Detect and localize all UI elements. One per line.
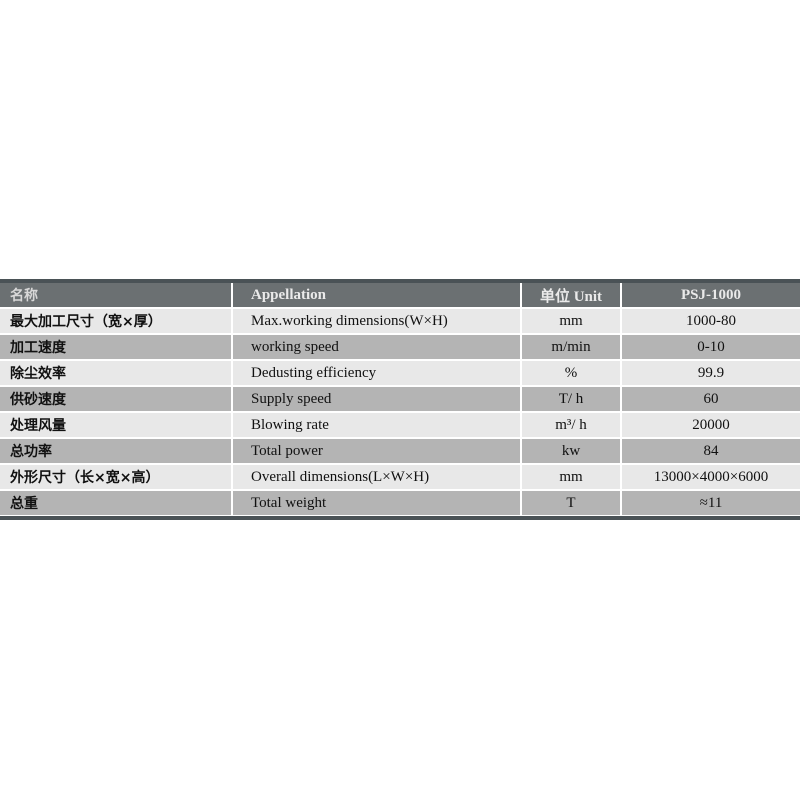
cell-appellation: Supply speed bbox=[233, 387, 520, 411]
cell-unit: kw bbox=[522, 439, 620, 463]
header-model: PSJ-1000 bbox=[622, 283, 800, 307]
cell-appellation: Overall dimensions(L×W×H) bbox=[233, 465, 520, 489]
cell-value: 0-10 bbox=[622, 335, 800, 359]
table-row: 供砂速度 Supply speed T/ h 60 bbox=[0, 387, 800, 411]
header-unit: 单位 Unit bbox=[522, 283, 620, 307]
cell-name-cn: 总功率 bbox=[0, 439, 231, 463]
table-row: 外形尺寸（长×宽×高） Overall dimensions(L×W×H) mm 13… bbox=[0, 465, 800, 489]
cell-unit: % bbox=[522, 361, 620, 385]
cell-appellation: Dedusting efficiency bbox=[233, 361, 520, 385]
cell-name-cn: 最大加工尺寸（宽×厚） bbox=[0, 309, 231, 333]
cell-name-cn: 除尘效率 bbox=[0, 361, 231, 385]
table-row: 加工速度 working speed m/min 0-10 bbox=[0, 335, 800, 359]
cell-value: 13000×4000×6000 bbox=[622, 465, 800, 489]
cell-appellation: Max.working dimensions(W×H) bbox=[233, 309, 520, 333]
cell-value: 1000-80 bbox=[622, 309, 800, 333]
table-row: 总重 Total weight T ≈11 bbox=[0, 491, 800, 515]
cell-name-cn: 供砂速度 bbox=[0, 387, 231, 411]
table-bottom-border bbox=[0, 516, 800, 520]
spec-table: 名称 Appellation 单位 Unit PSJ-1000 最大加工尺寸（宽… bbox=[0, 279, 800, 520]
cell-unit: m³/ h bbox=[522, 413, 620, 437]
cell-value: ≈11 bbox=[622, 491, 800, 515]
cell-value: 99.9 bbox=[622, 361, 800, 385]
table-top-border bbox=[0, 279, 800, 283]
cell-unit: m/min bbox=[522, 335, 620, 359]
cell-name-cn: 加工速度 bbox=[0, 335, 231, 359]
cell-name-cn: 处理风量 bbox=[0, 413, 231, 437]
cell-value: 60 bbox=[622, 387, 800, 411]
cell-name-cn: 外形尺寸（长×宽×高） bbox=[0, 465, 231, 489]
header-appellation: Appellation bbox=[233, 283, 520, 307]
cell-appellation: Total weight bbox=[233, 491, 520, 515]
cell-appellation: Blowing rate bbox=[233, 413, 520, 437]
header-name-cn: 名称 bbox=[0, 283, 231, 307]
cell-appellation: Total power bbox=[233, 439, 520, 463]
cell-unit: T bbox=[522, 491, 620, 515]
table-header-row: 名称 Appellation 单位 Unit PSJ-1000 bbox=[0, 283, 800, 307]
table-row: 除尘效率 Dedusting efficiency% 99.9 bbox=[0, 361, 800, 385]
cell-unit: mm bbox=[522, 465, 620, 489]
cell-value: 84 bbox=[622, 439, 800, 463]
table-row: 最大加工尺寸（宽×厚） Max.working dimensions(W×H) mm… bbox=[0, 309, 800, 333]
cell-unit: T/ h bbox=[522, 387, 620, 411]
table-row: 总功率 Total power kw 84 bbox=[0, 439, 800, 463]
cell-appellation: working speed bbox=[233, 335, 520, 359]
cell-unit: mm bbox=[522, 309, 620, 333]
cell-value: 20000 bbox=[622, 413, 800, 437]
cell-name-cn: 总重 bbox=[0, 491, 231, 515]
table-row: 处理风量 Blowing rate m³/ h 20000 bbox=[0, 413, 800, 437]
